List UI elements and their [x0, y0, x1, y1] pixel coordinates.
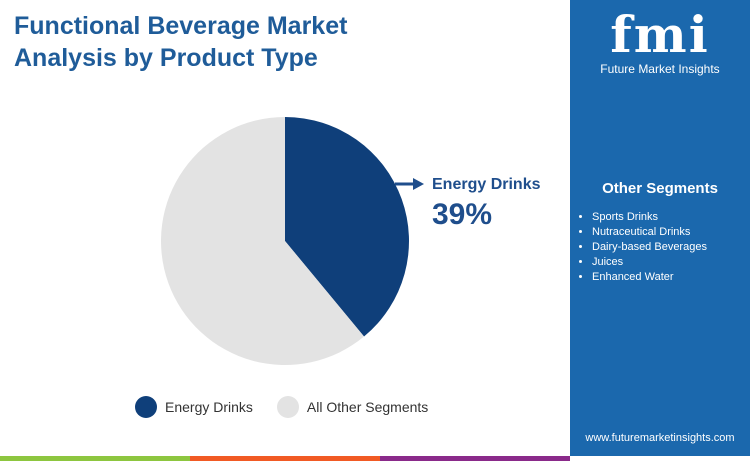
legend-swatch-energy — [135, 396, 157, 418]
list-item: Sports Drinks — [592, 210, 707, 225]
list-item: Juices — [592, 255, 707, 270]
pie-slice-all-other-segments — [160, 117, 365, 365]
callout-label: Energy Drinks — [432, 176, 541, 193]
side-panel: fmi Future Market Insights Other Segments… — [570, 0, 750, 456]
fmi-logo: fmi Future Market Insights — [570, 8, 750, 77]
callout-arrowhead — [413, 178, 424, 190]
footer-bar-purple — [380, 456, 570, 461]
other-segments-list: Sports Drinks Nutraceutical Drinks Dairy… — [578, 210, 707, 285]
legend-label-other: All Other Segments — [306, 399, 429, 415]
website-url[interactable]: www.futuremarketinsights.com — [585, 432, 735, 444]
footer-bar-green — [0, 456, 190, 461]
list-item: Nutraceutical Drinks — [592, 225, 707, 240]
pie-slice-energy-drinks — [285, 117, 409, 337]
legend-swatch-other — [276, 396, 299, 418]
logo-name: Future Market Insights — [600, 62, 720, 76]
legend: Energy Drinks All Other Segments — [135, 396, 428, 418]
list-item: Dairy-based Beverages — [592, 240, 707, 255]
energy-callout: Energy Drinks 39% — [432, 176, 540, 232]
footer-bar-orange — [190, 456, 380, 461]
list-item: Enhanced Water — [592, 270, 707, 285]
legend-label-energy: Energy Drinks — [165, 399, 253, 415]
chart-title: Functional Beverage Market Analysis by P… — [14, 12, 348, 72]
callout-value: 39% — [432, 198, 493, 231]
other-segments-heading: Other Segments — [602, 180, 718, 197]
